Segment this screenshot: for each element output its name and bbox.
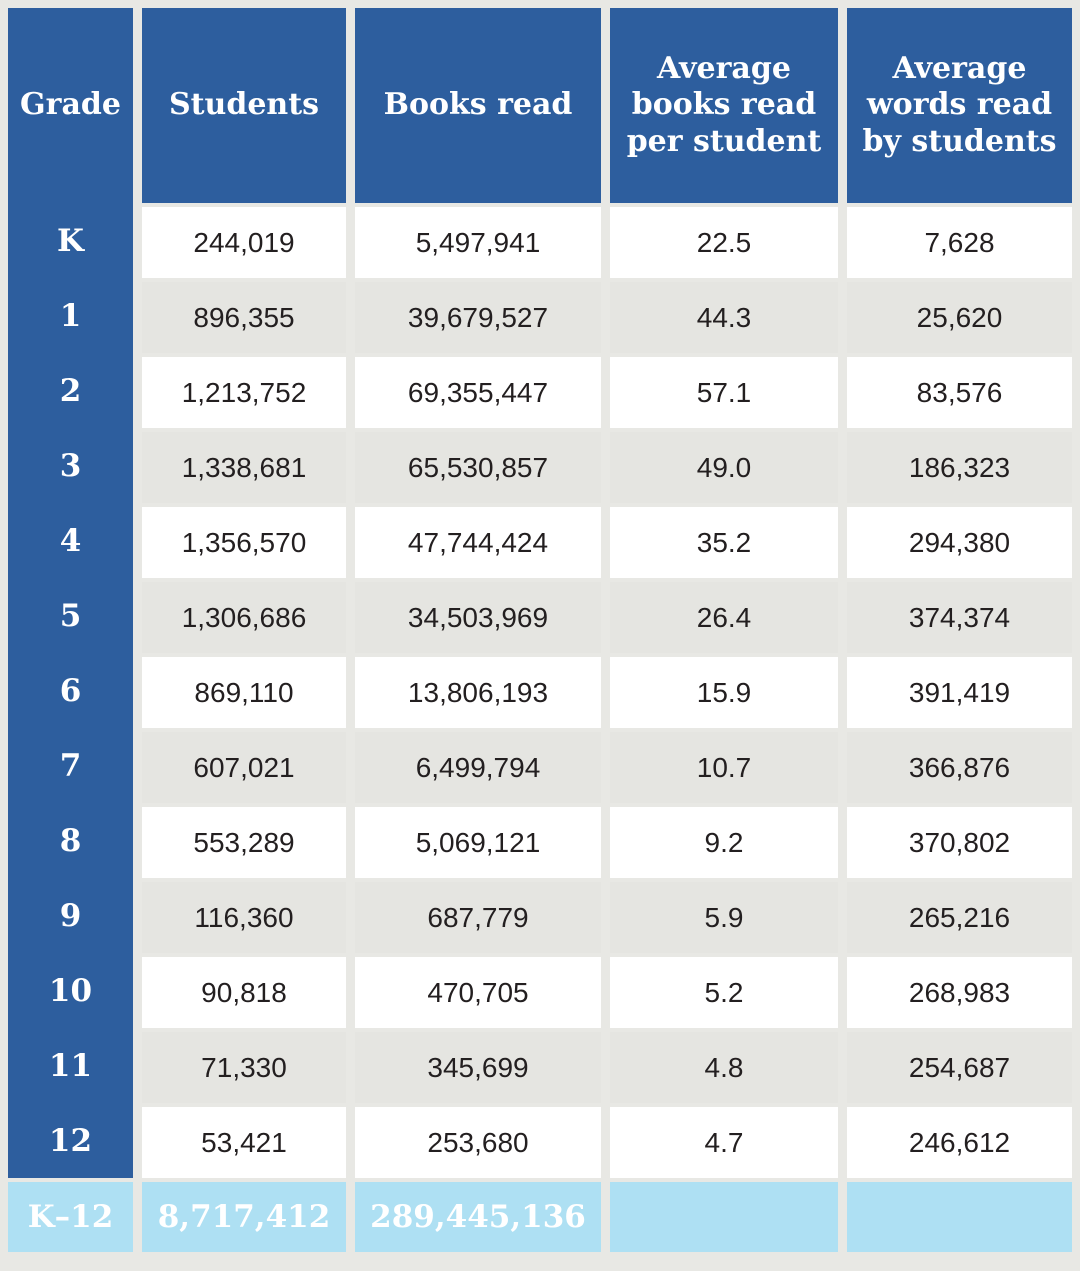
table-cell: 265,216 bbox=[847, 882, 1072, 953]
table-row: 1 896,355 39,679,527 44.3 25,620 bbox=[8, 278, 1072, 353]
table-cell: 5.2 bbox=[610, 957, 838, 1028]
total-books-read-value: 289,445,136 bbox=[355, 1182, 601, 1252]
table-cell: 116,360 bbox=[142, 882, 346, 953]
table-cell: 391,419 bbox=[847, 657, 1072, 728]
table-cell: 7,628 bbox=[847, 207, 1072, 278]
table-row: 10 90,818 470,705 5.2 268,983 bbox=[8, 953, 1072, 1028]
table-cell: 71,330 bbox=[142, 1032, 346, 1103]
table-cell: 15.9 bbox=[610, 657, 838, 728]
table-cell: 1,306,686 bbox=[142, 582, 346, 653]
table-cell: 34,503,969 bbox=[355, 582, 601, 653]
total-students-value: 8,717,412 bbox=[142, 1182, 346, 1252]
table-row: 11 71,330 345,699 4.8 254,687 bbox=[8, 1028, 1072, 1103]
total-avg-words-empty bbox=[847, 1182, 1072, 1252]
table-cell: 6,499,794 bbox=[355, 732, 601, 803]
table-cell: 5.9 bbox=[610, 882, 838, 953]
table-row: 5 1,306,686 34,503,969 26.4 374,374 bbox=[8, 578, 1072, 653]
table-cell: 47,744,424 bbox=[355, 507, 601, 578]
column-header-books-read: Books read bbox=[355, 8, 601, 203]
table-cell: 374,374 bbox=[847, 582, 1072, 653]
table-row: 3 1,338,681 65,530,857 49.0 186,323 bbox=[8, 428, 1072, 503]
total-avg-books-empty bbox=[610, 1182, 838, 1252]
grade-cell: 6 bbox=[8, 653, 133, 728]
table-header-row: Grade Students Books read Average books … bbox=[8, 8, 1072, 203]
column-header-avg-words-read: Average words read by students bbox=[847, 8, 1072, 203]
table-cell: 39,679,527 bbox=[355, 282, 601, 353]
table-cell: 186,323 bbox=[847, 432, 1072, 503]
table-cell: 268,983 bbox=[847, 957, 1072, 1028]
table-cell: 687,779 bbox=[355, 882, 601, 953]
total-grade-label: K–12 bbox=[8, 1182, 133, 1252]
grade-cell: 12 bbox=[8, 1103, 133, 1178]
table-cell: 4.8 bbox=[610, 1032, 838, 1103]
table-cell: 345,699 bbox=[355, 1032, 601, 1103]
table-cell: 10.7 bbox=[610, 732, 838, 803]
table-cell: 90,818 bbox=[142, 957, 346, 1028]
table-row: 7 607,021 6,499,794 10.7 366,876 bbox=[8, 728, 1072, 803]
table-cell: 5,069,121 bbox=[355, 807, 601, 878]
grade-cell: 7 bbox=[8, 728, 133, 803]
table-cell: 366,876 bbox=[847, 732, 1072, 803]
grade-cell: 3 bbox=[8, 428, 133, 503]
table-cell: 5,497,941 bbox=[355, 207, 601, 278]
column-header-students: Students bbox=[142, 8, 346, 203]
table-cell: 83,576 bbox=[847, 357, 1072, 428]
table-cell: 49.0 bbox=[610, 432, 838, 503]
table-cell: 1,356,570 bbox=[142, 507, 346, 578]
grade-cell: K bbox=[8, 203, 133, 278]
table-cell: 26.4 bbox=[610, 582, 838, 653]
column-header-avg-books-read: Average books read per student bbox=[610, 8, 838, 203]
grade-cell: 1 bbox=[8, 278, 133, 353]
grade-cell: 9 bbox=[8, 878, 133, 953]
grade-cell: 4 bbox=[8, 503, 133, 578]
table-cell: 1,213,752 bbox=[142, 357, 346, 428]
table-cell: 9.2 bbox=[610, 807, 838, 878]
table-cell: 294,380 bbox=[847, 507, 1072, 578]
grade-cell: 5 bbox=[8, 578, 133, 653]
table-body: K 244,019 5,497,941 22.5 7,628 1 896,355 39,679… bbox=[8, 203, 1072, 1178]
table-cell: 254,687 bbox=[847, 1032, 1072, 1103]
table-row: 2 1,213,752 69,355,447 57.1 83,576 bbox=[8, 353, 1072, 428]
table-cell: 1,338,681 bbox=[142, 432, 346, 503]
table-row: K 244,019 5,497,941 22.5 7,628 bbox=[8, 203, 1072, 278]
grade-cell: 8 bbox=[8, 803, 133, 878]
table-row: 8 553,289 5,069,121 9.2 370,802 bbox=[8, 803, 1072, 878]
column-header-grade: Grade bbox=[8, 8, 133, 203]
table-cell: 69,355,447 bbox=[355, 357, 601, 428]
table-cell: 244,019 bbox=[142, 207, 346, 278]
table-cell: 869,110 bbox=[142, 657, 346, 728]
grade-cell: 11 bbox=[8, 1028, 133, 1103]
table-cell: 246,612 bbox=[847, 1107, 1072, 1178]
table-cell: 35.2 bbox=[610, 507, 838, 578]
table-row: 6 869,110 13,806,193 15.9 391,419 bbox=[8, 653, 1072, 728]
table-cell: 370,802 bbox=[847, 807, 1072, 878]
table-cell: 253,680 bbox=[355, 1107, 601, 1178]
table-cell: 896,355 bbox=[142, 282, 346, 353]
table-total-row: K–12 8,717,412 289,445,136 bbox=[8, 1178, 1072, 1252]
table-row: 4 1,356,570 47,744,424 35.2 294,380 bbox=[8, 503, 1072, 578]
table-row: 12 53,421 253,680 4.7 246,612 bbox=[8, 1103, 1072, 1178]
table-cell: 44.3 bbox=[610, 282, 838, 353]
grade-cell: 2 bbox=[8, 353, 133, 428]
table-cell: 22.5 bbox=[610, 207, 838, 278]
table-cell: 470,705 bbox=[355, 957, 601, 1028]
table-cell: 4.7 bbox=[610, 1107, 838, 1178]
table-cell: 13,806,193 bbox=[355, 657, 601, 728]
table-cell: 57.1 bbox=[610, 357, 838, 428]
table-cell: 607,021 bbox=[142, 732, 346, 803]
table-cell: 53,421 bbox=[142, 1107, 346, 1178]
grade-cell: 10 bbox=[8, 953, 133, 1028]
table-row: 9 116,360 687,779 5.9 265,216 bbox=[8, 878, 1072, 953]
table-cell: 65,530,857 bbox=[355, 432, 601, 503]
table-cell: 25,620 bbox=[847, 282, 1072, 353]
table-cell: 553,289 bbox=[142, 807, 346, 878]
